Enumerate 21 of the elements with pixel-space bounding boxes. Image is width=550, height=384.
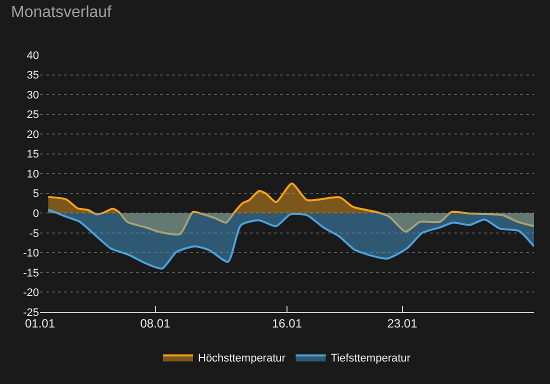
y-tick-label: -15	[23, 267, 39, 280]
x-tick-label: 16.01	[272, 316, 302, 330]
y-tick-label: 15	[26, 148, 39, 161]
y-tick-label: 0	[32, 208, 39, 220]
y-tick-label: 30	[26, 89, 39, 102]
y-tick-label: -5	[29, 228, 39, 240]
chart-title: Monatsverlauf	[11, 4, 112, 21]
y-tick-label: -20	[23, 287, 39, 300]
x-tick-label: 01.01	[24, 316, 56, 330]
y-tick-label: -25	[23, 306, 39, 319]
legend-label: Höchsttemperatur	[198, 352, 286, 365]
legend-label: Tiefsttemperatur	[330, 352, 411, 365]
y-tick-label: 35	[26, 70, 39, 82]
y-tick-label: 40	[26, 50, 39, 62]
y-tick-label: 10	[26, 168, 39, 180]
y-tick-label: 20	[26, 128, 39, 141]
y-tick-label: 25	[26, 109, 39, 122]
x-tick-label: 08.01	[140, 316, 171, 330]
y-tick-label: -10	[23, 248, 39, 260]
y-tick-label: 5	[32, 188, 39, 200]
x-tick-label: 23.01	[387, 316, 418, 330]
